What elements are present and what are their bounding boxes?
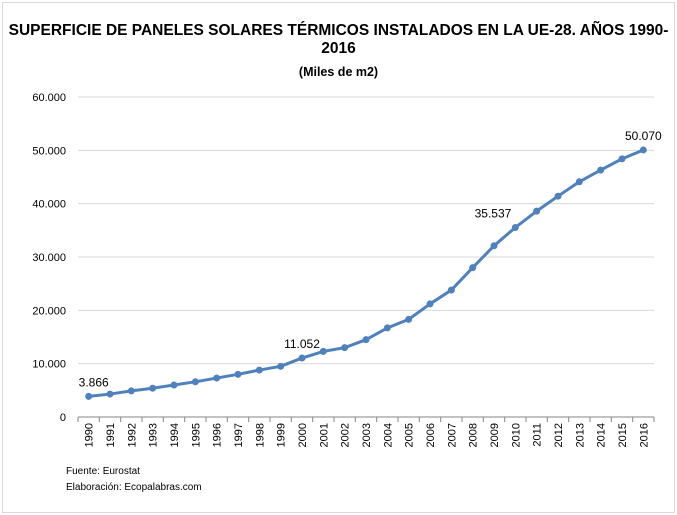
data-point xyxy=(469,264,477,272)
data-point xyxy=(277,362,285,370)
x-tick-label: 2009 xyxy=(489,423,501,447)
data-point xyxy=(511,223,519,231)
x-tick-label: 1993 xyxy=(148,423,160,447)
data-point xyxy=(554,192,562,200)
y-tick-label: 50.000 xyxy=(32,145,66,157)
data-point xyxy=(149,384,157,392)
x-tick-label: 2001 xyxy=(318,423,330,447)
y-tick-label: 30.000 xyxy=(32,252,66,264)
x-tick-label: 1996 xyxy=(212,423,224,447)
x-tick-label: 1998 xyxy=(254,423,266,447)
x-tick-label: 2010 xyxy=(510,423,522,447)
data-point xyxy=(341,344,349,352)
data-point xyxy=(405,315,413,323)
data-point xyxy=(191,378,199,386)
x-tick-label: 2008 xyxy=(468,423,480,447)
x-tick-label: 1994 xyxy=(169,423,181,447)
data-point xyxy=(575,178,583,186)
chart-footer: Fuente: Eurostat Elaboración: Ecopalabra… xyxy=(66,464,202,496)
x-tick-label: 1991 xyxy=(105,423,117,447)
data-point xyxy=(319,347,327,355)
y-tick-label: 60.000 xyxy=(32,92,66,104)
y-tick-label: 0 xyxy=(60,412,66,424)
x-tick-label: 1992 xyxy=(126,423,138,447)
data-label: 11.052 xyxy=(284,337,320,351)
y-tick-label: 40.000 xyxy=(32,199,66,211)
data-point xyxy=(213,374,221,382)
data-label: 3.866 xyxy=(79,375,109,389)
data-point xyxy=(618,155,626,163)
x-tick-label: 2013 xyxy=(574,423,586,447)
source-note: Fuente: Eurostat xyxy=(66,466,140,477)
data-point xyxy=(234,370,242,378)
data-point xyxy=(490,242,498,250)
chart-subtitle: (Miles de m2) xyxy=(298,65,379,79)
data-point xyxy=(639,146,647,154)
data-point xyxy=(255,366,263,374)
x-tick-label: 2005 xyxy=(404,423,416,447)
data-point xyxy=(362,336,370,344)
x-tick-label: 1990 xyxy=(84,423,96,447)
x-tick-label: 2003 xyxy=(361,423,373,447)
data-point xyxy=(106,390,114,398)
x-tick-label: 2014 xyxy=(596,423,608,447)
y-tick-label: 20.000 xyxy=(32,305,66,317)
data-point xyxy=(170,381,178,389)
x-tick-label: 2011 xyxy=(532,423,544,447)
x-tick-label: 2012 xyxy=(553,423,565,447)
x-tick-label: 2015 xyxy=(617,423,629,447)
data-point xyxy=(127,387,135,395)
y-tick-label: 10.000 xyxy=(32,359,66,371)
elaboration-note: Elaboración: Ecopalabras.com xyxy=(66,482,202,493)
data-point xyxy=(383,324,391,332)
x-tick-label: 1997 xyxy=(233,423,245,447)
data-point xyxy=(85,392,93,400)
x-tick-label: 2004 xyxy=(382,423,394,447)
data-point xyxy=(447,286,455,294)
data-point xyxy=(533,207,541,215)
data-point xyxy=(298,354,306,362)
chart-title: SUPERFICIE DE PANELES SOLARES TÉRMICOS I… xyxy=(8,22,669,57)
x-tick-label: 2007 xyxy=(446,423,458,447)
data-label: 35.537 xyxy=(475,206,512,220)
x-tick-label: 2006 xyxy=(425,423,437,447)
x-tick-label: 2002 xyxy=(340,423,352,447)
x-tick-label: 2000 xyxy=(297,423,309,447)
x-tick-label: 1995 xyxy=(190,423,202,447)
data-point xyxy=(597,166,605,174)
series-line xyxy=(88,148,644,398)
data-label: 50.070 xyxy=(625,129,662,143)
x-tick-label: 1999 xyxy=(276,423,288,447)
data-point xyxy=(426,300,434,308)
x-tick-label: 2016 xyxy=(638,423,650,447)
